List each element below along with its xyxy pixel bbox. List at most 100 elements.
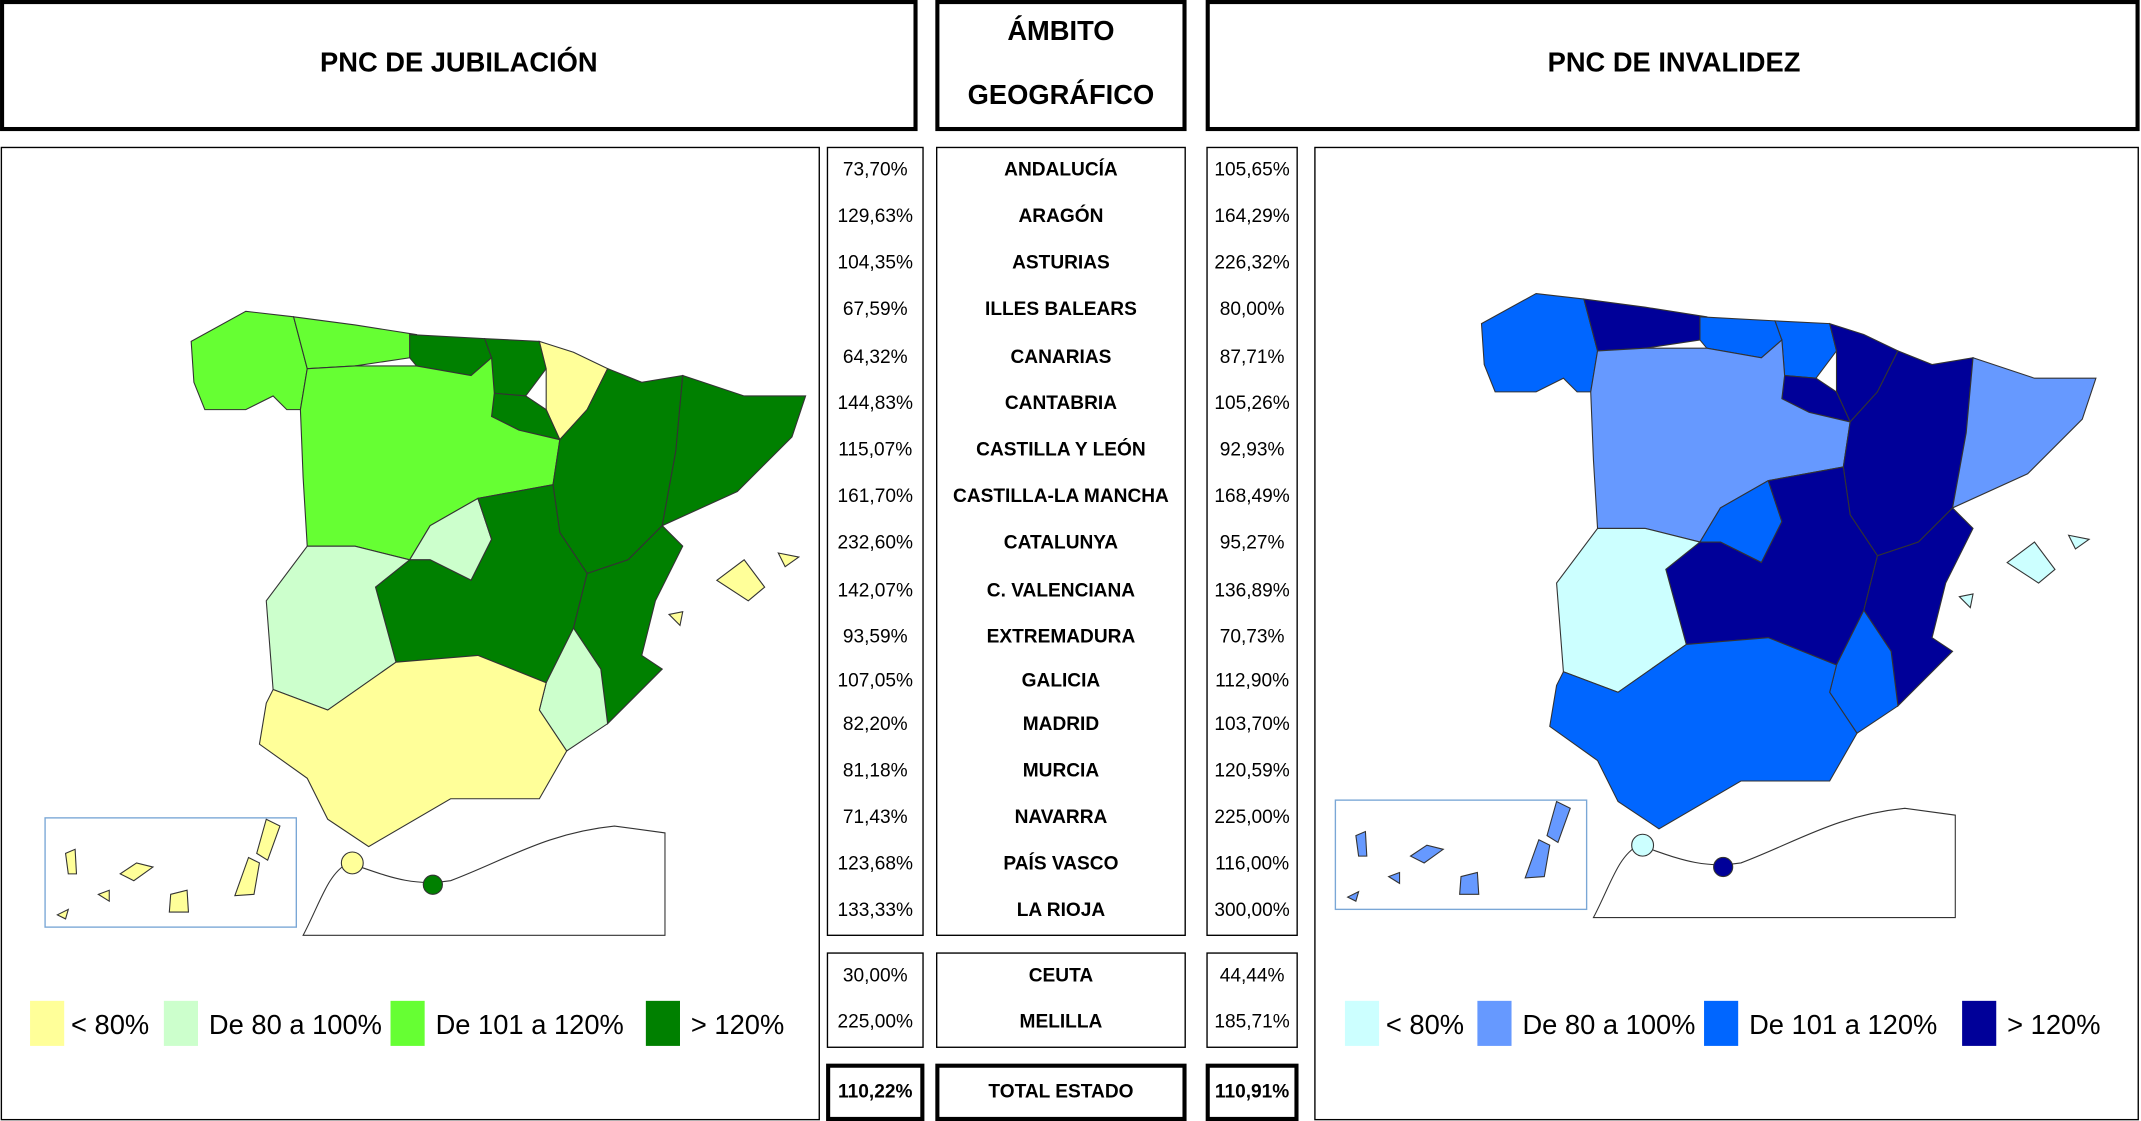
jubilacion-value: 64,32% [843, 347, 908, 368]
region-name: GALICIA [1022, 670, 1101, 691]
legend-label: > 120% [2007, 1009, 2100, 1040]
jubilacion-value: 107,05% [838, 670, 913, 691]
jubilacion-value: 104,35% [838, 253, 913, 274]
jubilacion-value: 30,00% [843, 965, 908, 986]
invalidez-value: 168,49% [1214, 486, 1289, 507]
region-name: MELILLA [1020, 1012, 1103, 1033]
melilla [422, 874, 443, 895]
jubilacion-value: 82,20% [843, 714, 908, 735]
jubilacion-value: 71,43% [843, 807, 908, 828]
invalidez-value: 92,93% [1220, 440, 1285, 461]
invalidez-value: 225,00% [1214, 807, 1289, 828]
invalidez-value: 105,26% [1214, 393, 1289, 414]
invalidez-value: 112,90% [1215, 670, 1289, 691]
legend-swatch [1344, 1000, 1380, 1046]
jubilacion-value: 73,70% [843, 160, 908, 181]
legend-label: De 101 a 120% [1749, 1009, 1937, 1040]
jubilacion-value: 144,83% [838, 393, 913, 414]
invalidez-value: 120,59% [1214, 761, 1289, 782]
region-name: ASTURIAS [1012, 253, 1110, 274]
map [44, 310, 807, 936]
legend-swatch [1962, 1000, 1997, 1046]
region-name: ILLES BALEARS [985, 299, 1137, 320]
legend-swatch [390, 1000, 425, 1046]
region [1951, 357, 2097, 509]
jubilacion-value: 123,68% [838, 853, 913, 874]
region-name: C. VALENCIANA [987, 580, 1135, 601]
region-name: CATALUNYA [1004, 532, 1119, 553]
region [1958, 534, 2091, 609]
region [667, 552, 801, 627]
legend-label: De 80 a 100% [1522, 1009, 1695, 1040]
region-name: MURCIA [1023, 761, 1100, 782]
table: 73,70% ANDALUCÍA 105,65% 129,63% ARAGÓN 164,2… [838, 159, 1290, 1103]
invalidez-value: 105,65% [1214, 160, 1289, 181]
region-name: EXTREMADURA [987, 627, 1136, 648]
invalidez-value: 87,71% [1220, 347, 1285, 368]
region-name: CEUTA [1029, 965, 1094, 986]
region [1549, 637, 1858, 830]
invalidez-value: 136,89% [1214, 580, 1289, 601]
region [661, 374, 807, 527]
canarias-inset [44, 817, 297, 928]
jubilacion-value: 232,60% [838, 532, 913, 553]
jubilacion-value: 93,59% [843, 627, 908, 648]
header-middle: GEOGRÁFICO [968, 79, 1155, 110]
header-right: PNC DE INVALIDEZ [1548, 46, 1801, 77]
legend-label: > 120% [691, 1009, 784, 1040]
invalidez-value: 116,00% [1215, 853, 1289, 874]
north-africa-inset [1592, 807, 1956, 919]
region [258, 654, 568, 848]
region [1346, 800, 1571, 902]
ceuta [1631, 833, 1655, 857]
region [1583, 298, 1708, 352]
jubilacion-value: 115,07% [838, 440, 912, 461]
invalidez-value: 80,00% [1220, 299, 1285, 320]
region-name: CASTILLA Y LEÓN [976, 439, 1146, 461]
header-middle: ÁMBITO [1007, 15, 1114, 46]
region-name: NAVARRA [1015, 807, 1108, 828]
region-name: CANTABRIA [1005, 393, 1117, 414]
jubilacion-value: 110,22% [838, 1081, 912, 1102]
jubilacion-value: 129,63% [838, 206, 913, 227]
legend-swatch [1477, 1000, 1512, 1046]
jubilacion-value: 142,07% [838, 580, 913, 601]
invalidez-value: 164,29% [1214, 206, 1289, 227]
invalidez-value: 95,27% [1220, 532, 1285, 553]
invalidez-value: 70,73% [1220, 627, 1285, 648]
region-name: CASTILLA-LA MANCHA [953, 486, 1169, 507]
legend-swatch [30, 1000, 65, 1046]
melilla [1713, 856, 1734, 878]
region [1480, 293, 1599, 393]
maps: < 80% De 80 a 100% De 101 a 120% > 120% < 80… [30, 293, 2101, 1046]
invalidez-value: 44,44% [1220, 965, 1285, 986]
invalidez-value: 110,91% [1215, 1081, 1289, 1102]
jubilacion-value: 161,70% [838, 486, 913, 507]
region-name: TOTAL ESTADO [988, 1081, 1133, 1102]
ceuta [340, 851, 364, 875]
legend-label: < 80% [1386, 1009, 1464, 1040]
invalidez-value: 300,00% [1214, 900, 1289, 921]
legend-swatch [1704, 1000, 1739, 1046]
jubilacion-value: 133,33% [838, 900, 913, 921]
legend-label: De 80 a 100% [209, 1009, 382, 1040]
legend-swatch [645, 1000, 680, 1046]
region [56, 818, 281, 920]
invalidez-value: 226,32% [1214, 253, 1289, 274]
region-name: ARAGÓN [1018, 205, 1103, 227]
jubilacion-value: 225,00% [838, 1012, 913, 1033]
legend-label: < 80% [71, 1009, 149, 1040]
jubilacion-value: 81,18% [843, 761, 908, 782]
invalidez-value: 185,71% [1214, 1012, 1289, 1033]
legend-label: De 101 a 120% [436, 1009, 624, 1040]
region-name: PAÍS VASCO [1003, 852, 1118, 874]
region-name: CANARIAS [1011, 347, 1112, 368]
header-left: PNC DE JUBILACIÓN [320, 46, 598, 77]
north-africa-inset [302, 825, 666, 936]
jubilacion-value: 67,59% [843, 299, 908, 320]
map [1334, 293, 2097, 919]
region [292, 316, 418, 370]
region-name: LA RIOJA [1017, 900, 1106, 921]
